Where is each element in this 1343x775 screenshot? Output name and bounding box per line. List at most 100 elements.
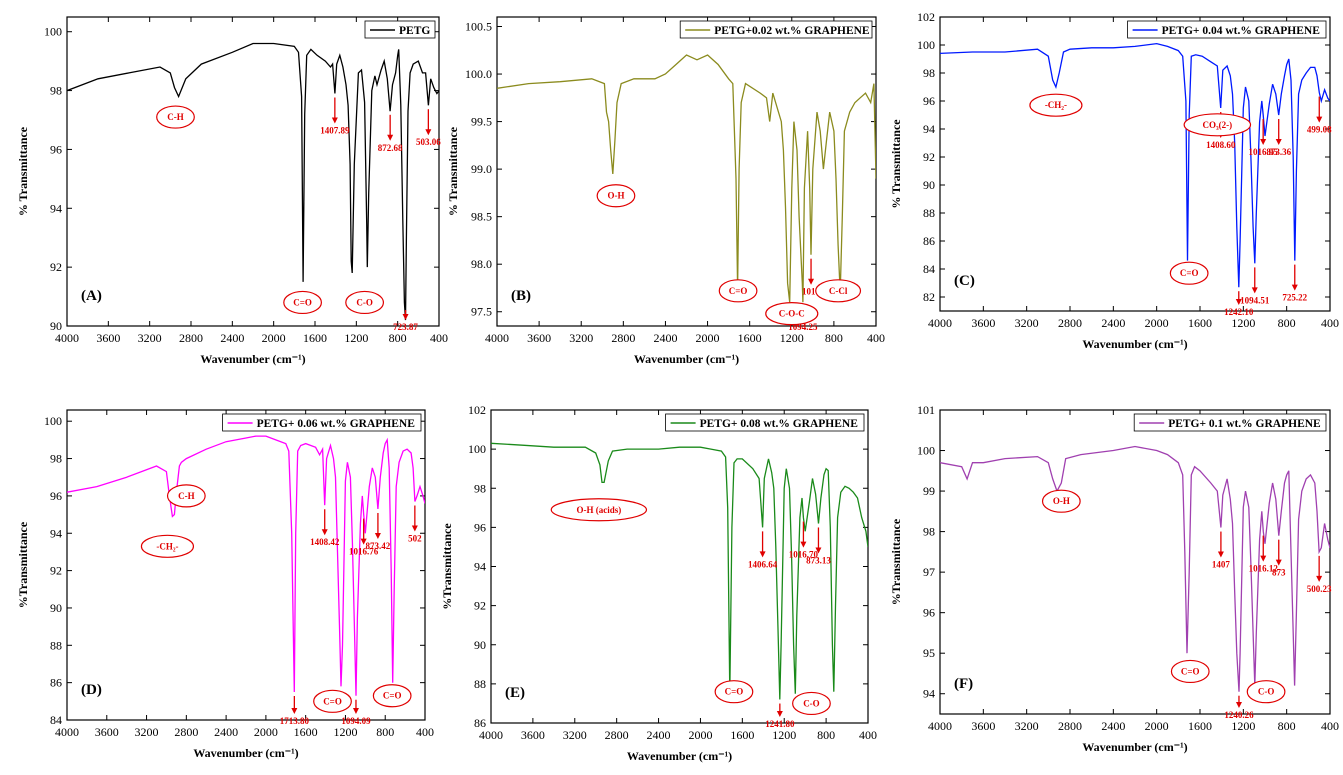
y-tick-label: 90	[50, 601, 62, 615]
peak-arrowhead	[1260, 139, 1267, 145]
peak-arrowhead	[425, 129, 432, 136]
legend-box	[665, 413, 865, 432]
peak-label: 1408.60	[1206, 140, 1236, 150]
y-tick-label: 98	[923, 66, 935, 80]
panel-label: (F)	[954, 676, 973, 692]
group-circle	[166, 484, 206, 508]
peak-arrowhead	[1275, 559, 1282, 566]
x-tick-label: 2000	[688, 728, 712, 742]
peak-label: 1017	[802, 287, 821, 297]
x-tick-label: 3200	[563, 728, 587, 742]
y-tick-label: 95	[923, 646, 935, 660]
group-circle	[1183, 113, 1252, 137]
legend-label: PETG	[399, 25, 430, 37]
group-circle	[815, 279, 862, 303]
legend-label: PETG+ 0.06 wt.% GRAPHENE	[257, 418, 416, 430]
legend-box	[1127, 20, 1327, 39]
group-label: C-H	[178, 491, 195, 501]
panel-label: (A)	[81, 288, 102, 304]
x-tick-label: 2000	[696, 331, 720, 345]
peak-arrowhead	[1235, 702, 1242, 708]
x-axis-label: Wavenumber (cm⁻¹)	[193, 746, 298, 760]
peak-label: 1094.51	[1240, 295, 1270, 305]
y-axis-label: % Transmittance	[889, 119, 903, 209]
legend-box	[679, 20, 873, 39]
peak-label: 1406.64	[748, 559, 778, 569]
group-label: O-H	[607, 191, 624, 201]
x-tick-label: 1200	[780, 331, 804, 345]
x-tick-label: 1200	[344, 331, 368, 345]
y-tick-label: 94	[923, 122, 935, 136]
chart-panel-c: 4000 3600 3200 2800 2400 2000 1600 1200 800 400 82…	[889, 10, 1339, 351]
legend-label: PETG+0.02 wt.% GRAPHENE	[714, 25, 870, 37]
peak-arrowhead	[331, 117, 338, 124]
x-tick-label: 1600	[730, 728, 754, 742]
peak-label: 503.06	[416, 137, 441, 147]
plot-frame	[66, 409, 426, 721]
peak-label: 1016.70	[789, 550, 819, 560]
group-circle	[550, 498, 648, 522]
y-axis-label: %Transmittance	[16, 521, 30, 608]
y-tick-label: 100	[917, 444, 935, 458]
plot-frame	[490, 409, 869, 724]
peak-label: 1242.10	[1224, 307, 1254, 317]
x-axis-label: Wavenumber (cm⁻¹)	[1082, 740, 1187, 754]
peak-label: 1407.89	[320, 126, 350, 136]
group-label: -CH₂-	[1045, 100, 1067, 110]
peak-arrowhead	[352, 708, 359, 714]
y-tick-label: 82	[923, 290, 935, 304]
x-axis-label: Wavenumber (cm⁻¹)	[200, 352, 305, 366]
x-tick-label: 3600	[95, 725, 119, 739]
group-label: C-O	[1258, 687, 1275, 697]
x-tick-label: 1600	[1188, 316, 1212, 330]
y-tick-label: 97.5	[471, 305, 492, 319]
group-label: -CH₂-	[156, 541, 178, 551]
peak-arrowhead	[800, 541, 807, 548]
plot-frame	[66, 16, 440, 327]
y-tick-label: 84	[50, 713, 62, 727]
group-circle	[156, 105, 195, 129]
x-tick-label: 800	[825, 331, 843, 345]
chart-panel-a: 4000 3600 3200 2800 2400 2000 1600 1200 800 400 90…	[16, 16, 448, 366]
group-circle	[313, 689, 352, 713]
peak-arrowhead	[291, 708, 298, 714]
y-tick-label: 94	[923, 687, 935, 701]
legend-label: PETG+ 0.04 wt.% GRAPHENE	[1162, 25, 1321, 37]
x-tick-label: 1600	[294, 725, 318, 739]
x-tick-label: 2400	[1101, 316, 1125, 330]
peak-label: 872.68	[378, 143, 403, 153]
legend-box	[1133, 413, 1327, 432]
peak-arrowhead	[321, 529, 328, 536]
x-tick-label: 4000	[55, 331, 79, 345]
peak-arrowhead	[374, 532, 381, 539]
y-tick-label: 92	[50, 564, 62, 578]
y-tick-label: 96	[474, 520, 486, 534]
peak-arrowhead	[1260, 555, 1267, 562]
x-tick-label: 2400	[220, 331, 244, 345]
spectrum-line-b	[497, 54, 876, 303]
y-tick-label: 99.5	[471, 115, 492, 129]
peak-label: 723.87	[393, 322, 418, 332]
x-tick-label: 2000	[1145, 719, 1169, 733]
peak-arrowhead	[1316, 116, 1323, 123]
spectrum-line-a	[67, 42, 439, 321]
y-tick-label: 98.0	[471, 257, 492, 271]
y-tick-label: 92	[923, 150, 935, 164]
chart-panel-d: 4000 3600 3200 2800 2400 2000 1600 1200 800 400 84…	[16, 409, 434, 760]
group-label: C=O	[383, 691, 402, 701]
y-tick-label: 92	[50, 260, 62, 274]
y-tick-label: 100.0	[465, 67, 492, 81]
y-tick-label: 94	[50, 526, 62, 540]
peak-arrowhead	[1217, 551, 1224, 558]
x-tick-label: 800	[376, 725, 394, 739]
y-tick-label: 94	[474, 560, 486, 574]
x-tick-label: 2000	[254, 725, 278, 739]
spectrum-line-f	[940, 445, 1330, 692]
x-tick-label: 3200	[569, 331, 593, 345]
y-tick-label: 102	[917, 10, 935, 24]
y-tick-label: 90	[474, 638, 486, 652]
x-tick-label: 400	[859, 728, 877, 742]
group-circle	[1169, 261, 1209, 285]
chart-panel-e: 4000 3600 3200 2800 2400 2000 1600 1200 800 400 86…	[440, 403, 877, 763]
